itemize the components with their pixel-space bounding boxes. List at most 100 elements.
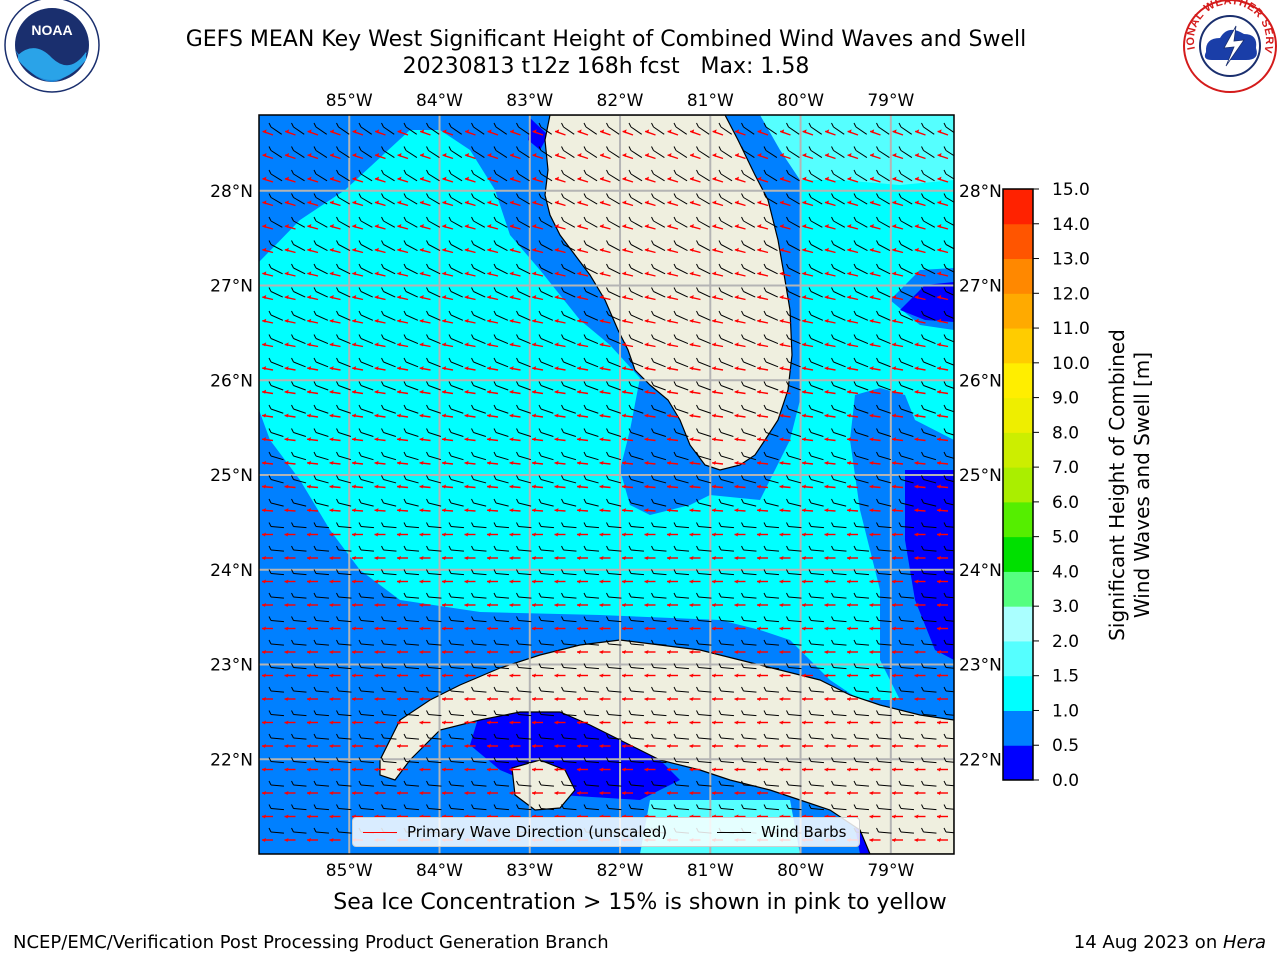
wave-arrow-head <box>532 152 537 157</box>
wave-arrow-head <box>689 389 694 394</box>
wind-barb-flag <box>943 146 947 151</box>
wind-barb <box>563 173 575 182</box>
wind-barb <box>833 267 846 275</box>
wave-arrow-head <box>419 318 424 323</box>
wave-arrow-head <box>374 366 379 371</box>
wind-barb <box>608 761 622 764</box>
wave-arrow-head <box>914 271 919 276</box>
wind-barb-flag <box>628 663 632 668</box>
wave-arrow-head <box>914 556 919 560</box>
wave-arrow-head <box>667 673 671 678</box>
wind-barb <box>653 690 667 693</box>
wave-arrow-head <box>622 673 626 678</box>
wave-arrow-head <box>599 271 604 276</box>
wave-arrow-head <box>554 413 559 418</box>
wind-barb <box>293 197 305 205</box>
wind-barb-flag <box>763 522 767 527</box>
wind-barb-flag <box>268 522 272 527</box>
wind-barb <box>945 667 954 669</box>
wind-barb-flag <box>493 334 497 339</box>
wind-barb <box>900 126 913 135</box>
wave-arrow-head <box>667 626 671 631</box>
wave-arrow-head <box>554 650 559 654</box>
wind-barb-flag <box>268 686 272 692</box>
wave-arrow-head <box>307 318 312 323</box>
wave-arrow-head <box>307 720 311 725</box>
wind-barb-flag <box>268 216 272 222</box>
wind-barb <box>428 526 442 529</box>
wind-barb-flag <box>291 216 294 222</box>
wave-arrow-head <box>937 603 941 607</box>
wave-arrow-head <box>847 413 852 418</box>
wind-barb-flag <box>561 710 564 715</box>
wave-arrow-head <box>509 413 514 418</box>
wave-arrow-head <box>892 650 896 654</box>
wind-barb-flag <box>921 827 924 833</box>
wind-barb-flag <box>336 827 339 833</box>
wind-barb <box>765 620 779 623</box>
wave-arrow-head <box>824 460 829 465</box>
wind-barb-flag <box>606 663 609 668</box>
wind-barb <box>473 291 486 298</box>
wave-arrow-head <box>374 484 379 489</box>
wind-barb <box>428 502 442 507</box>
wind-barb-flag <box>808 287 812 292</box>
wave-arrow-head <box>442 626 446 631</box>
wave-arrow-head <box>869 697 874 701</box>
wind-barb <box>743 220 756 228</box>
wind-barb <box>630 291 643 298</box>
wave-arrow-head <box>644 271 649 276</box>
wave-arrow-head <box>892 247 897 252</box>
wind-barb <box>743 737 757 740</box>
wave-arrow-head <box>847 271 852 276</box>
wind-barb <box>630 714 644 717</box>
wave-arrow-head <box>734 791 739 795</box>
wind-barb <box>900 173 913 182</box>
wave-arrow-head <box>644 389 649 394</box>
wind-barb <box>720 385 734 391</box>
wind-barb-flag <box>876 827 879 833</box>
wind-barb <box>765 737 779 740</box>
wave-arrow-head <box>779 318 784 323</box>
wind-barb-flag <box>561 757 564 762</box>
wave-arrow-head <box>779 556 784 560</box>
wave-arrow-head <box>870 176 875 181</box>
wind-barb <box>765 197 778 205</box>
wind-barb <box>495 620 509 623</box>
wind-barb <box>383 573 397 576</box>
wind-barb <box>743 596 757 599</box>
wave-arrow-head <box>374 603 379 607</box>
wind-barb-flag <box>291 592 294 598</box>
wind-barb-flag <box>898 545 902 551</box>
wind-barb <box>923 197 935 205</box>
wind-barb <box>495 314 509 321</box>
wind-barb <box>360 291 373 298</box>
wind-barb <box>495 220 508 228</box>
wind-barb-flag <box>943 357 947 363</box>
wave-arrow-head <box>779 697 784 701</box>
wind-barb <box>270 714 284 717</box>
wind-barb-flag <box>426 780 429 786</box>
wind-barb <box>518 385 531 391</box>
wind-barb-flag <box>921 498 924 504</box>
wind-barb <box>383 291 396 298</box>
wind-barb <box>608 784 622 787</box>
wind-barb <box>315 714 329 717</box>
wind-barb-flag <box>651 334 654 339</box>
wind-barb-flag <box>808 498 812 504</box>
wind-barb <box>608 502 622 507</box>
wind-barb <box>810 714 824 717</box>
wind-barb-flag <box>291 122 294 128</box>
wind-barb <box>833 526 847 529</box>
wave-arrow-head <box>532 342 537 347</box>
wave-arrow-head <box>847 224 852 229</box>
wind-barb <box>878 620 892 623</box>
wind-barb-flag <box>516 357 519 363</box>
wave-arrow-head <box>734 650 739 654</box>
wind-barb <box>945 220 954 227</box>
wind-barb <box>878 667 892 670</box>
wind-barb <box>900 361 914 368</box>
wind-barb <box>540 808 554 811</box>
wave-arrow-head <box>892 366 897 371</box>
wave-arrow-head <box>667 650 671 654</box>
